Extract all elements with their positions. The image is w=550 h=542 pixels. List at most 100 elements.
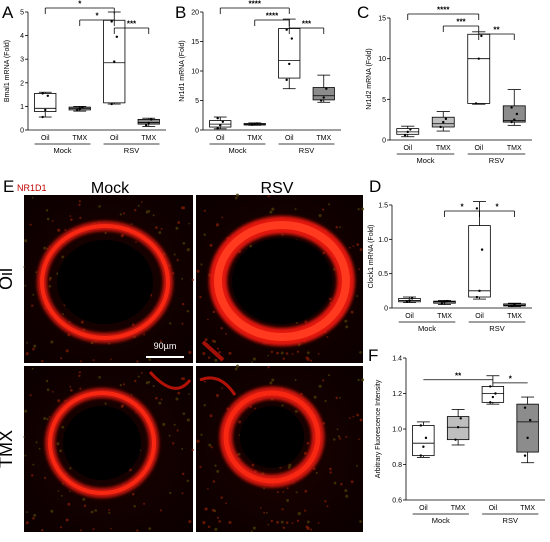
data-point	[510, 106, 513, 109]
y-tick-label: 10	[191, 69, 199, 76]
data-point	[526, 436, 529, 440]
group-label: RSV	[299, 146, 314, 155]
data-point	[150, 118, 153, 121]
data-point	[510, 120, 513, 124]
y-tick-label: 0	[20, 128, 24, 135]
y-tick-label: 5	[382, 97, 386, 104]
y-tick-label: 0	[384, 306, 388, 313]
data-point	[110, 20, 113, 23]
scale-bar-label: 90µm	[154, 341, 177, 351]
y-tick-label: 0	[195, 128, 199, 135]
category-label: Oil	[41, 135, 50, 142]
data-point	[445, 299, 449, 303]
data-point	[285, 78, 288, 82]
data-point	[285, 28, 288, 31]
box-tmx-mock	[431, 111, 455, 132]
box-iqr	[467, 33, 491, 104]
category-label: Oil	[285, 135, 294, 142]
data-point	[221, 120, 225, 123]
category-label: Oil	[405, 313, 414, 320]
box-tmx-rsv	[502, 89, 526, 126]
column-label-rsv: RSV	[261, 180, 294, 197]
box-iqr	[412, 425, 435, 457]
box-tmx-rsv	[137, 117, 160, 127]
panel-letter: F	[368, 346, 378, 365]
data-point	[474, 102, 478, 105]
panel-letter: A	[2, 3, 14, 22]
data-point	[523, 406, 527, 409]
y-axis-label: Clock1 mRNA (Fold)	[368, 225, 375, 289]
y-tick-label: 1.4	[392, 356, 402, 363]
y-tick-label: 5	[195, 98, 199, 105]
data-point	[319, 99, 323, 102]
box-oil-rsv	[468, 201, 491, 300]
box-iqr	[468, 225, 491, 298]
data-point	[110, 102, 113, 106]
data-point	[513, 118, 516, 121]
panel-letter: C	[357, 3, 369, 22]
micrograph-rsv-oil	[196, 193, 365, 363]
data-point	[406, 130, 409, 134]
y-axis-label: Bmal1 mRNA (Fold)	[4, 40, 11, 102]
data-point	[515, 112, 519, 116]
data-point	[403, 133, 407, 137]
data-point	[442, 120, 445, 124]
box-oil-mock	[396, 125, 420, 138]
category-label: TMX	[141, 135, 156, 142]
panel-f-fluorescence-chart: F 0.6 0.8 1.0 1.2 1.4 Arbitrary Fluorescence I…	[368, 346, 545, 525]
data-point	[454, 438, 457, 441]
data-point	[44, 108, 47, 112]
box-iqr	[502, 105, 526, 123]
significance-label: ***	[302, 20, 312, 29]
micrograph-rsv-tmx	[196, 364, 365, 532]
box-oil-mock	[398, 296, 421, 304]
significance-label: ****	[437, 6, 450, 15]
y-tick-label: 2	[20, 80, 24, 87]
data-point	[510, 304, 514, 308]
panel-d-clock1-chart: D 0 0.5 1.0 1.5 Clock1 mRNA (Fold) Oil TMX Oil TM…	[368, 177, 532, 333]
row-label-oil: Oil	[0, 268, 16, 290]
significance-label: *	[95, 12, 99, 21]
data-point	[443, 300, 446, 304]
y-tick-label: 5	[20, 10, 24, 17]
data-point	[288, 62, 291, 66]
y-tick-label: 0.6	[392, 498, 402, 505]
data-point	[290, 37, 294, 40]
data-point	[78, 107, 81, 110]
y-tick-label: 0.8	[392, 462, 402, 469]
data-point	[475, 207, 479, 210]
y-tick-label: 10	[378, 56, 386, 63]
data-point	[410, 297, 414, 300]
y-tick-label: 0.5	[378, 271, 388, 278]
data-point	[147, 121, 150, 125]
data-point	[113, 60, 116, 63]
data-point	[408, 299, 411, 302]
box-oil-mock	[412, 421, 435, 458]
group-label: Mock	[432, 516, 450, 525]
y-tick-label: 15	[191, 39, 199, 46]
category-label: Oil	[475, 313, 484, 320]
box-iqr	[516, 403, 539, 453]
significance-label: ***	[127, 20, 137, 29]
box-iqr	[481, 385, 505, 403]
data-point	[491, 395, 495, 399]
data-point	[216, 117, 219, 120]
group-label: Mock	[54, 146, 72, 155]
y-tick-label: 3	[20, 57, 24, 64]
data-point	[480, 34, 483, 38]
category-label: TMX	[520, 505, 535, 512]
category-label: Oil	[216, 135, 225, 142]
y-tick-label: 0	[382, 138, 386, 145]
data-point	[253, 122, 256, 126]
data-point	[216, 127, 219, 130]
category-label: TMX	[72, 135, 87, 142]
data-point	[529, 418, 532, 422]
box-oil-mock	[209, 116, 232, 130]
stain-label: NR1D1	[17, 183, 47, 193]
row-label-tmx: TMX	[0, 430, 16, 468]
y-tick-label: 1.2	[392, 391, 402, 398]
box-tmx-mock	[68, 106, 91, 112]
